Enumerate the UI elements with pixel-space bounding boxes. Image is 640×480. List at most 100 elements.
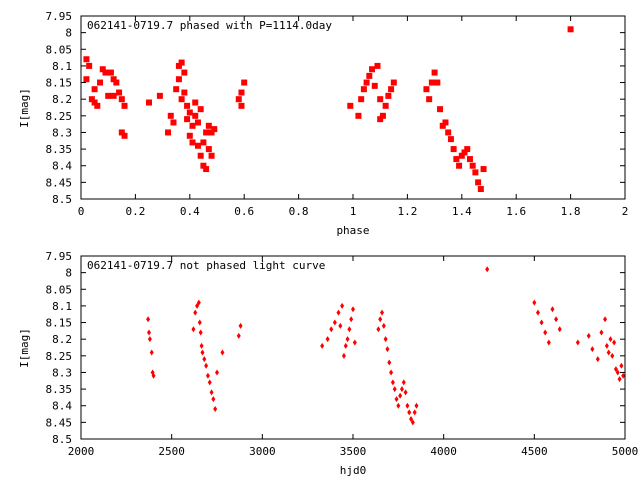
unphased-data-point (200, 349, 205, 356)
phased-x-axis-title: phase (336, 224, 369, 237)
phased-data-point (423, 86, 430, 93)
unphased-data-point (332, 319, 337, 326)
unphased-x-tick-label: 4500 (521, 445, 548, 458)
phased-data-point (116, 89, 123, 96)
unphased-chart: 2000 2500 3000 3500 4000 4500 5000 7.95 8 8.05 8.1… (18, 250, 638, 477)
phased-data-point (184, 102, 191, 109)
unphased-x-axis-title: hjd0 (340, 464, 367, 477)
phased-data-point (94, 102, 101, 109)
unphased-data-point (546, 339, 551, 346)
unphased-data-point (410, 419, 415, 426)
phased-data-point (184, 116, 191, 123)
unphased-data-point (199, 342, 204, 349)
unphased-data-point (336, 309, 341, 316)
unphased-data-point (586, 332, 591, 339)
phased-data-point (374, 62, 381, 69)
phased-data-point (121, 132, 128, 139)
unphased-data-point (621, 372, 626, 379)
phased-data-point (450, 146, 457, 153)
phased-data-point (105, 92, 112, 99)
phased-data-point (181, 69, 188, 76)
phased-data-point (469, 162, 476, 169)
unphased-data-point (590, 346, 595, 353)
phased-data-point (447, 136, 454, 143)
phased-data-point (453, 156, 460, 163)
unphased-data-point (213, 406, 218, 413)
unphased-data-point (557, 326, 562, 333)
unphased-data-point (396, 402, 401, 409)
unphased-data-point (543, 329, 548, 336)
unphased-data-point (399, 386, 404, 393)
phased-data-point (205, 146, 212, 153)
unphased-data-point (394, 396, 399, 403)
unphased-data-points (146, 266, 626, 426)
unphased-data-point (617, 376, 622, 383)
unphased-data-point (409, 416, 414, 423)
phased-data-point (192, 112, 199, 119)
unphased-data-point (211, 396, 216, 403)
unphased-data-point (198, 329, 203, 336)
unphased-data-point (345, 336, 350, 343)
phased-data-point (203, 129, 210, 136)
unphased-data-point (539, 319, 544, 326)
unphased-data-point (325, 336, 330, 343)
unphased-data-point (378, 316, 383, 323)
unphased-data-point (238, 322, 243, 329)
unphased-data-point (595, 356, 600, 363)
phased-data-point (189, 122, 196, 129)
unphased-data-point (147, 329, 151, 336)
phased-data-point (178, 96, 185, 103)
phased-data-point (238, 89, 245, 96)
unphased-data-point (401, 379, 406, 386)
phased-data-point (358, 96, 365, 103)
phased-data-point (99, 66, 106, 73)
unphased-x-tick-label: 4000 (430, 445, 457, 458)
unphased-data-point (550, 306, 555, 313)
phased-data-point (458, 152, 465, 159)
unphased-y-tick-label: 8.15 (46, 317, 73, 330)
unphased-data-point (485, 266, 490, 273)
phased-data-point (200, 162, 207, 169)
unphased-data-point (209, 389, 214, 396)
unphased-data-point (149, 349, 154, 356)
phased-data-point (428, 79, 435, 86)
unphased-data-point (343, 342, 348, 349)
phased-chart-title: 062141-0719.7 phased with P=1114.0day (87, 19, 332, 32)
unphased-chart-title: 062141-0719.7 not phased light curve (87, 259, 325, 272)
phased-x-tick-label: 0.4 (180, 205, 200, 218)
phased-data-point (118, 96, 125, 103)
phased-data-point (194, 142, 201, 149)
phased-x-tick-label: 0.6 (234, 205, 254, 218)
unphased-data-point (613, 366, 618, 373)
phased-data-point (192, 99, 199, 106)
unphased-data-point (236, 332, 241, 339)
unphased-y-tick-label: 8.35 (46, 383, 73, 396)
phased-data-point (388, 86, 395, 93)
unphased-x-tick-label: 3500 (340, 445, 367, 458)
unphased-data-point (191, 326, 196, 333)
phased-data-point (167, 112, 174, 119)
unphased-data-point (398, 392, 403, 399)
phased-x-tick-label: 1.8 (561, 205, 581, 218)
phased-data-point (238, 102, 245, 109)
unphased-x-tick-label: 5000 (612, 445, 639, 458)
phased-data-point (91, 86, 98, 93)
phased-x-tick-label: 2 (622, 205, 629, 218)
unphased-data-point (385, 346, 390, 353)
unphased-data-point (151, 372, 156, 379)
unphased-data-point (535, 309, 540, 316)
phased-data-point (88, 96, 95, 103)
unphased-data-point (610, 352, 615, 359)
unphased-data-point (196, 299, 201, 306)
unphased-data-point (389, 369, 394, 376)
phased-data-point (431, 69, 438, 76)
unphased-data-point (405, 402, 410, 409)
phased-x-tick-label: 0.2 (125, 205, 145, 218)
phased-data-point (83, 56, 90, 63)
phased-data-point (175, 62, 182, 69)
phased-data-point (382, 102, 389, 109)
unphased-data-point (599, 329, 604, 336)
unphased-y-tick-label: 8.3 (52, 366, 72, 379)
phased-data-point (165, 129, 172, 136)
